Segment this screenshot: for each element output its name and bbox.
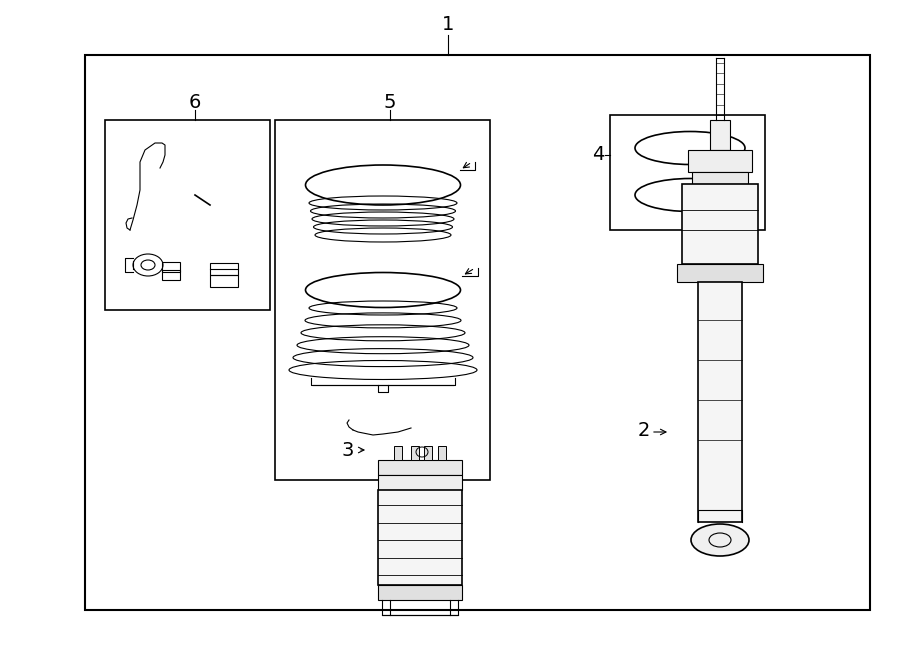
- Bar: [378, 475, 462, 490]
- Bar: [394, 446, 402, 460]
- Bar: [378, 490, 462, 585]
- Bar: [692, 172, 748, 184]
- Text: 5: 5: [383, 93, 396, 112]
- Text: 4: 4: [592, 145, 604, 165]
- Text: 6: 6: [189, 93, 202, 112]
- Bar: [682, 184, 758, 264]
- Text: 3: 3: [342, 440, 355, 459]
- Bar: [411, 446, 419, 460]
- Bar: [210, 275, 238, 287]
- Bar: [162, 262, 180, 272]
- Bar: [698, 282, 742, 522]
- Bar: [610, 115, 765, 230]
- Bar: [688, 150, 752, 172]
- Bar: [162, 270, 180, 280]
- Bar: [378, 585, 462, 600]
- Bar: [710, 120, 730, 150]
- Bar: [85, 55, 870, 610]
- Bar: [105, 120, 270, 310]
- Bar: [424, 446, 432, 460]
- Bar: [378, 460, 462, 475]
- Text: 1: 1: [442, 15, 454, 34]
- Bar: [275, 120, 490, 480]
- Bar: [210, 263, 238, 275]
- Ellipse shape: [691, 524, 749, 556]
- Bar: [438, 446, 446, 460]
- Bar: [677, 264, 763, 282]
- Text: 2: 2: [638, 420, 651, 440]
